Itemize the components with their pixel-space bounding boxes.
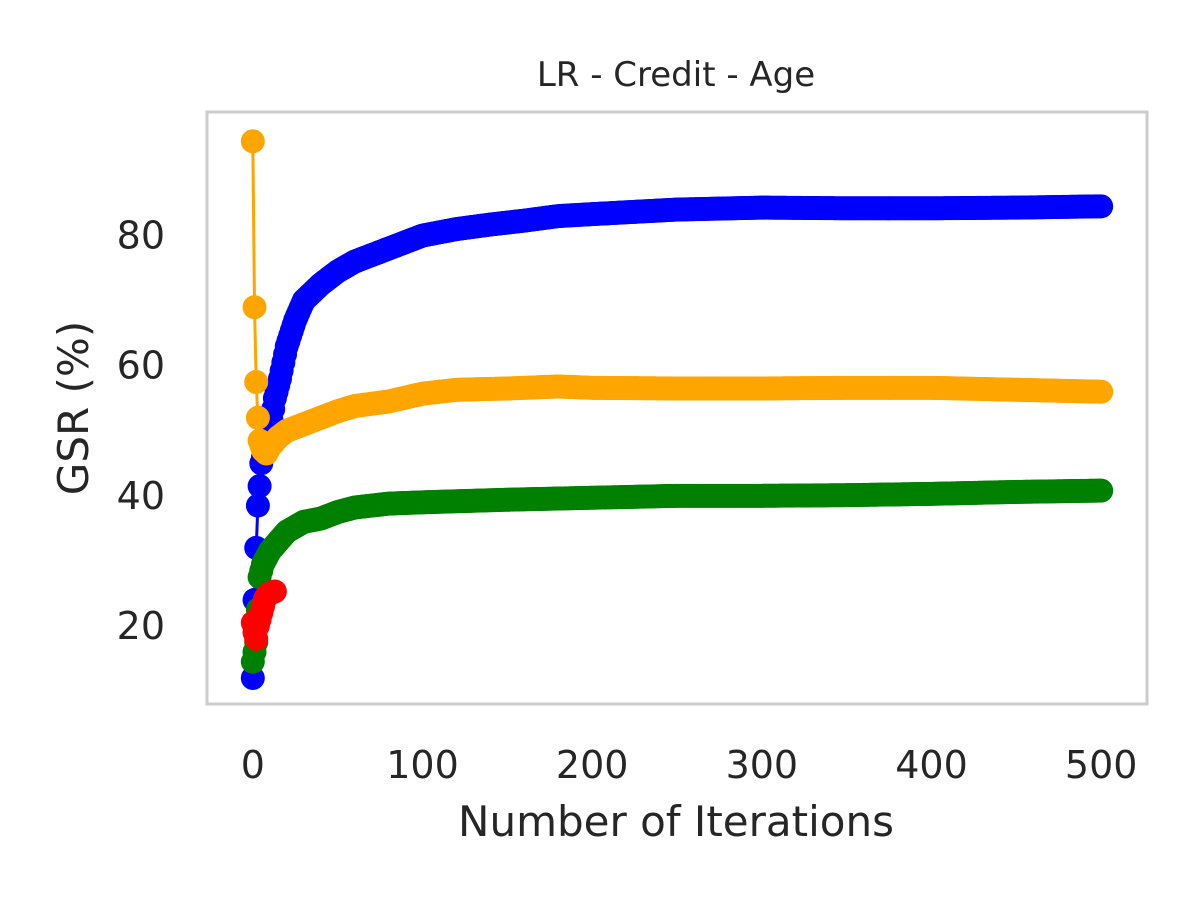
series-green: [240, 478, 1114, 674]
data-point-orange: [245, 405, 270, 430]
y-tick-label: 40: [117, 474, 165, 518]
data-point-orange: [240, 129, 265, 154]
y-tick-label: 60: [117, 344, 165, 388]
y-tick-label: 80: [117, 214, 165, 258]
data-point-green: [1089, 478, 1114, 503]
y-axis-label: GSR (%): [49, 321, 98, 495]
data-point-blue: [247, 474, 272, 499]
chart-title: LR - Credit - Age: [537, 55, 815, 95]
x-axis: 0 100 200 300 400 500: [241, 743, 1138, 787]
x-tick-label: 0: [241, 743, 265, 787]
data-point-orange: [242, 295, 267, 320]
series-red: [240, 579, 287, 651]
data-point-red: [262, 579, 287, 604]
x-tick-label: 200: [556, 743, 629, 787]
data-point-orange: [244, 369, 269, 394]
data-point-blue: [245, 493, 270, 518]
x-tick-label: 100: [386, 743, 459, 787]
series-orange: [240, 129, 1114, 466]
x-tick-label: 500: [1065, 743, 1138, 787]
series-layer: [240, 129, 1114, 690]
y-tick-label: 20: [117, 604, 165, 648]
data-point-blue: [1089, 194, 1114, 219]
data-point-orange: [1089, 379, 1114, 404]
x-axis-label: Number of Iterations: [458, 797, 894, 846]
y-axis: 20 40 60 80: [117, 214, 165, 648]
x-tick-label: 300: [726, 743, 799, 787]
x-tick-label: 400: [895, 743, 968, 787]
